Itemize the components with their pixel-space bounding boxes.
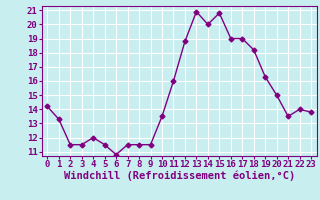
X-axis label: Windchill (Refroidissement éolien,°C): Windchill (Refroidissement éolien,°C) xyxy=(64,171,295,181)
